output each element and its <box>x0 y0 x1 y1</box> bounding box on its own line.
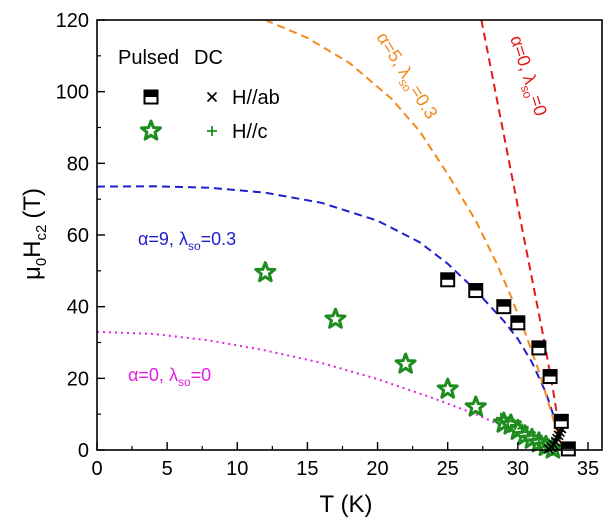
marker-half-filled-square <box>468 283 484 299</box>
marker-half-filled-square <box>531 340 547 356</box>
marker-plus <box>517 423 528 434</box>
y-tick-label: 60 <box>67 225 89 247</box>
curve-label-a0-dash-sub: so <box>518 84 535 101</box>
marker-star <box>394 352 417 374</box>
marker-plus <box>528 430 539 441</box>
marker-half-filled-square <box>553 413 569 429</box>
curve-label-a5-val: =0.3 <box>406 82 442 123</box>
legend-label-hab: H//ab <box>232 87 280 109</box>
marker-star <box>464 395 487 417</box>
y-tick-label: 0 <box>78 440 89 462</box>
x-tick-label: 10 <box>226 458 248 480</box>
marker-star <box>254 261 277 283</box>
curve-label-a0-dot-lambda: λ <box>169 365 178 385</box>
marker-plus <box>503 416 514 427</box>
y-axis-title-h-sub: c2 <box>33 225 50 241</box>
curve-label-a9-lambda: λ <box>179 229 188 249</box>
legend-markers <box>140 89 218 141</box>
y-axis-title-h: H <box>19 240 46 257</box>
legend: Pulsed DC H//ab H//c <box>118 47 280 143</box>
marker-cross <box>550 436 561 447</box>
curve-label-a9-sub: so <box>188 239 201 253</box>
marker-cross <box>553 430 564 441</box>
y-tick-label: 120 <box>56 10 89 32</box>
marker-plus <box>496 412 506 423</box>
marker-half-filled-square <box>542 369 558 385</box>
x-tick-label: 25 <box>437 458 459 480</box>
legend-marker-hab-pulsed <box>143 89 159 105</box>
x-axis-title-main: T <box>320 491 335 518</box>
marker-star <box>436 377 459 399</box>
marker-cross <box>552 433 563 444</box>
legend-header-dc: DC <box>194 47 223 69</box>
x-axis-title-unit: (K) <box>340 491 372 518</box>
y-axis-title-mu-sub: 0 <box>33 258 50 266</box>
marker-plus <box>510 419 521 430</box>
legend-header-pulsed: Pulsed <box>118 47 179 69</box>
y-tick-label: 40 <box>67 297 89 319</box>
curve-label-a5-alpha: α=5, <box>373 29 409 70</box>
x-axis-title: T (K) <box>320 491 373 518</box>
y-tick-label: 20 <box>67 368 89 390</box>
y-tick-label: 80 <box>67 153 89 175</box>
y-tick-label: 100 <box>56 82 89 104</box>
y-axis-title: μ0Hc2 (T) <box>19 188 50 280</box>
curve-label-a0-dash-alpha: α=0, <box>506 33 536 73</box>
x-tick-label: 5 <box>162 458 173 480</box>
curve-label-a9-val: =0.3 <box>201 229 237 249</box>
curve-label-a0-dot-sub: so <box>178 375 191 389</box>
data-markers <box>254 261 576 459</box>
x-tick-label: 30 <box>507 458 529 480</box>
marker-half-filled-square <box>496 299 512 315</box>
x-tick-label: 35 <box>577 458 599 480</box>
y-axis-title-mu: μ <box>19 266 46 280</box>
curve-label-a9-alpha: α=9, <box>138 229 174 249</box>
curve-a0-dot <box>96 330 561 451</box>
curve-label-a9: α=9, λso=0.3 <box>138 229 236 253</box>
legend-marker-hc-pulsed <box>140 119 162 141</box>
curve-a5 <box>264 19 564 451</box>
marker-half-filled-square <box>440 272 456 288</box>
x-tick-label: 15 <box>296 458 318 480</box>
marker-half-filled-square <box>510 315 526 331</box>
legend-label-hc: H//c <box>232 121 268 143</box>
legend-marker-hab-dc <box>206 91 218 103</box>
curve-label-a0-dot-alpha: α=0, <box>128 365 164 385</box>
axis-ticks: 0 5 10 15 20 25 30 35 0 20 40 60 80 100 120 <box>56 10 599 480</box>
curve-label-a0-dash: α=0, λso=0 <box>502 33 551 120</box>
curve-label-a0-dot-val: =0 <box>191 365 212 385</box>
curve-label-a5: α=5, λso=0.3 <box>369 29 441 125</box>
legend-marker-hc-dc <box>207 126 217 136</box>
model-curves <box>96 19 564 451</box>
x-tick-label: 20 <box>366 458 388 480</box>
x-tick-label: 0 <box>91 458 102 480</box>
curve-label-a0-dot: α=0, λso=0 <box>128 365 211 389</box>
y-axis-title-unit: (T) <box>19 188 46 219</box>
marker-star <box>324 307 347 329</box>
marker-half-filled-square <box>560 441 576 457</box>
marker-plus <box>522 427 533 438</box>
